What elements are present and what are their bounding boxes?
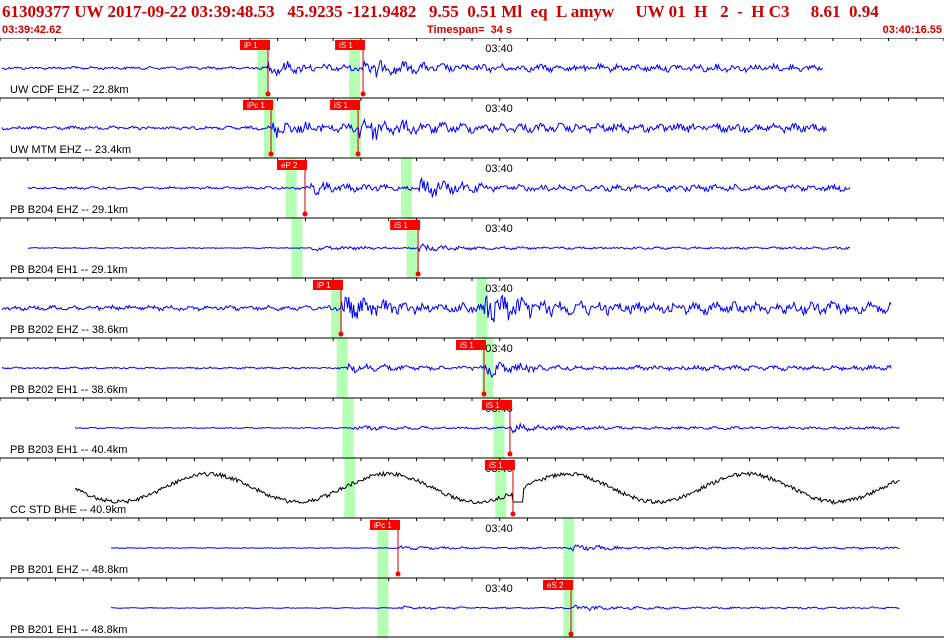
pick-marker-icon bbox=[302, 211, 308, 217]
pick-label: iP 1 bbox=[244, 41, 258, 50]
event-header: 61309377 UW 2017-09-22 03:39:48.53 45.92… bbox=[0, 0, 944, 38]
trace-panel[interactable]: 03:40 iS 1 PB B202 EH1 -- 38.6km bbox=[0, 337, 944, 398]
predicted-arrival-band bbox=[264, 98, 276, 158]
trace-panel[interactable]: 03:40 eP 2 PB B204 EHZ -- 29.1km bbox=[0, 157, 944, 218]
pick-flag bbox=[369, 520, 400, 530]
waveform-trace bbox=[74, 470, 900, 506]
pick-marker-icon bbox=[510, 511, 516, 517]
waveform-trace bbox=[110, 604, 900, 612]
trace-panel[interactable]: 03:40 iP 1 iS 1 UW CDF EHZ -- 22.8km bbox=[0, 38, 944, 98]
waveform-trace bbox=[1, 117, 827, 140]
pick-flag bbox=[243, 100, 274, 110]
pick-label: iS 1 bbox=[339, 41, 353, 50]
time-marker-label: 03:40 bbox=[485, 223, 513, 235]
pick-flag bbox=[240, 40, 271, 50]
trace-panel[interactable]: 03:40 eS 2 PB B201 EH1 -- 48.8km bbox=[0, 577, 944, 638]
pick-marker-icon bbox=[355, 151, 361, 157]
time-marker-label: 03:40 bbox=[485, 163, 513, 175]
time-marker-label: 03:40 bbox=[485, 283, 513, 295]
end-time: 03:40:16.55 bbox=[882, 24, 942, 36]
pick-label: iS 1 bbox=[460, 341, 474, 350]
channel-label: UW MTM EHZ -- 23.4km bbox=[10, 144, 131, 156]
pick-marker-icon bbox=[481, 391, 487, 397]
channel-label: PB B204 EHZ -- 29.1km bbox=[10, 204, 128, 216]
pick-label: iP 1 bbox=[317, 281, 331, 290]
pick-marker-icon bbox=[395, 571, 401, 577]
channel-label: PB B202 EH1 -- 38.6km bbox=[10, 384, 127, 396]
pick-flag bbox=[390, 220, 421, 230]
waveform-trace bbox=[1, 59, 824, 78]
trace-panel[interactable]: 03:40 iS 1 PB B204 EH1 -- 29.1km bbox=[0, 217, 944, 278]
pick-marker-icon bbox=[265, 91, 271, 97]
pick-label: iPc 1 bbox=[247, 101, 265, 110]
channel-label: UW CDF EHZ -- 22.8km bbox=[10, 84, 129, 96]
predicted-arrival-band bbox=[563, 518, 575, 578]
predicted-arrival-band bbox=[331, 278, 343, 338]
pick-label: eP 2 bbox=[281, 161, 298, 170]
channel-label: PB B202 EHZ -- 38.6km bbox=[10, 324, 128, 336]
pick-flag bbox=[330, 100, 361, 110]
pick-flag bbox=[481, 400, 512, 410]
time-marker-label: 03:40 bbox=[485, 583, 513, 595]
waveform-trace bbox=[1, 294, 892, 323]
waveform-trace bbox=[1, 361, 892, 378]
pick-flag bbox=[335, 40, 366, 50]
pick-marker-icon bbox=[415, 271, 421, 277]
pick-label: eS 2 bbox=[547, 581, 564, 590]
waveform-trace bbox=[110, 544, 900, 552]
trace-panel[interactable]: 03:40 iP 1 PB B202 EHZ -- 38.6km bbox=[0, 277, 944, 338]
time-marker-label: 03:40 bbox=[485, 103, 513, 115]
pick-flag bbox=[277, 160, 308, 170]
predicted-arrival-band bbox=[482, 338, 494, 398]
pick-flag bbox=[312, 280, 343, 290]
channel-label: PB B204 EH1 -- 29.1km bbox=[10, 264, 127, 276]
waveform-trace bbox=[27, 243, 851, 253]
predicted-arrival-band bbox=[344, 458, 356, 518]
predicted-arrival-band bbox=[406, 218, 418, 278]
channel-label: PB B201 EH1 -- 48.8km bbox=[10, 624, 127, 636]
pick-marker-icon bbox=[507, 451, 513, 457]
pick-flag bbox=[484, 460, 515, 470]
seismogram-panel[interactable]: 03:40 iP 1 iS 1 UW CDF EHZ -- 22.8km 03:40 iP… bbox=[0, 38, 944, 640]
pick-flag bbox=[455, 340, 486, 350]
predicted-arrival-band bbox=[257, 38, 269, 98]
time-marker-label: 03:40 bbox=[485, 343, 513, 355]
pick-label: iPc 1 bbox=[374, 521, 392, 530]
pick-label: iS 1 bbox=[394, 221, 408, 230]
pick-marker-icon bbox=[338, 331, 344, 337]
waveform-trace bbox=[74, 422, 900, 434]
time-marker-label: 03:40 bbox=[485, 43, 513, 55]
start-time: 03:39:42.62 bbox=[2, 24, 62, 36]
trace-panel[interactable]: 03:40 iPc 1 iS 1 UW MTM EHZ -- 23.4km bbox=[0, 97, 944, 158]
seismogram-canvas[interactable]: 03:40 iP 1 iS 1 UW CDF EHZ -- 22.8km 03:40 iP… bbox=[0, 38, 944, 640]
predicted-arrival-band bbox=[495, 458, 507, 518]
event-title: 61309377 UW 2017-09-22 03:39:48.53 45.92… bbox=[2, 2, 879, 21]
trace-panel[interactable]: 03:40 iPc 1 PB B201 EHZ -- 48.8km bbox=[0, 517, 944, 578]
pick-marker-icon bbox=[568, 631, 574, 637]
pick-marker-icon bbox=[360, 91, 366, 97]
pick-flag bbox=[543, 580, 574, 590]
pick-label: iS 1 bbox=[334, 101, 348, 110]
pick-label: iS 1 bbox=[486, 401, 500, 410]
waveform-trace bbox=[27, 177, 851, 198]
time-marker-label: 03:40 bbox=[485, 523, 513, 535]
timespan-label: Timespan= 34 s bbox=[427, 24, 513, 36]
pick-label: iS 1 bbox=[489, 461, 503, 470]
channel-label: CC STD BHE -- 40.9km bbox=[10, 504, 126, 516]
channel-label: PB B201 EHZ -- 48.8km bbox=[10, 564, 128, 576]
channel-label: PB B203 EH1 -- 40.4km bbox=[10, 444, 127, 456]
pick-marker-icon bbox=[268, 151, 274, 157]
predicted-arrival-band bbox=[349, 98, 361, 158]
